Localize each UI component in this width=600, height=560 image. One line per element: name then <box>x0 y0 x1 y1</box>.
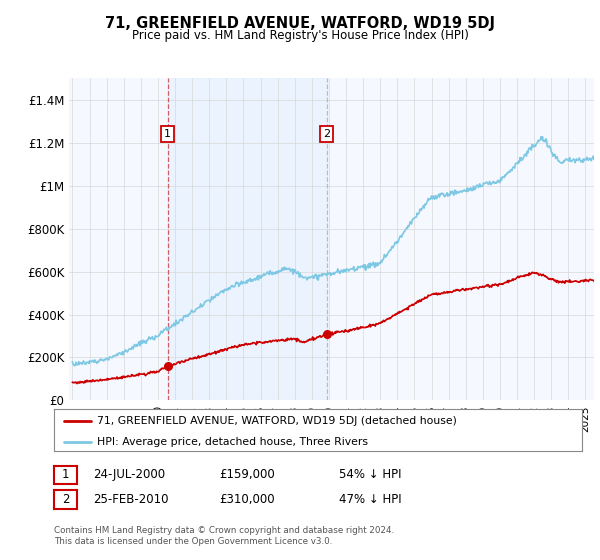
Text: 1: 1 <box>62 468 69 482</box>
Text: 2: 2 <box>323 129 330 139</box>
Text: £310,000: £310,000 <box>219 493 275 506</box>
Text: 24-JUL-2000: 24-JUL-2000 <box>93 468 165 482</box>
Text: 25-FEB-2010: 25-FEB-2010 <box>93 493 169 506</box>
Text: Price paid vs. HM Land Registry's House Price Index (HPI): Price paid vs. HM Land Registry's House … <box>131 29 469 42</box>
Text: 2: 2 <box>62 493 69 506</box>
Text: 71, GREENFIELD AVENUE, WATFORD, WD19 5DJ: 71, GREENFIELD AVENUE, WATFORD, WD19 5DJ <box>105 16 495 31</box>
Text: £159,000: £159,000 <box>219 468 275 482</box>
Bar <box>167 78 327 400</box>
Text: 54% ↓ HPI: 54% ↓ HPI <box>339 468 401 482</box>
Text: HPI: Average price, detached house, Three Rivers: HPI: Average price, detached house, Thre… <box>97 437 368 447</box>
Text: 1: 1 <box>164 129 171 139</box>
Text: Contains HM Land Registry data © Crown copyright and database right 2024.
This d: Contains HM Land Registry data © Crown c… <box>54 526 394 546</box>
Text: 47% ↓ HPI: 47% ↓ HPI <box>339 493 401 506</box>
Text: 71, GREENFIELD AVENUE, WATFORD, WD19 5DJ (detached house): 71, GREENFIELD AVENUE, WATFORD, WD19 5DJ… <box>97 417 457 426</box>
